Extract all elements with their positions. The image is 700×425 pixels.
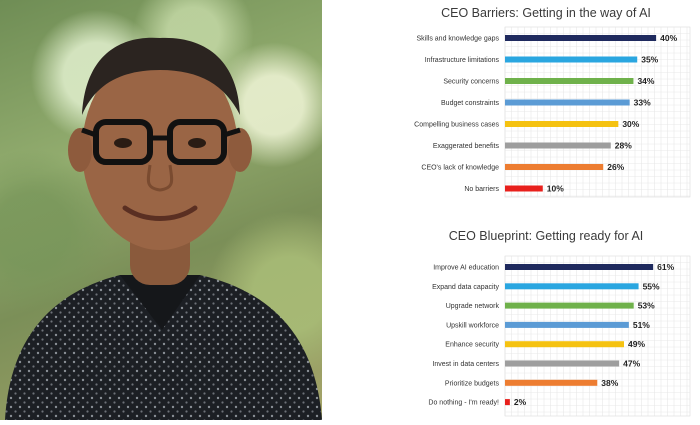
category-label: Prioritize budgets [445,380,500,387]
data-label: 10% [547,184,564,194]
data-label: 38% [601,378,618,388]
category-label: Budget constraints [441,100,499,107]
category-label: Exaggerated benefits [433,143,500,150]
plot-frame [504,255,691,417]
category-label: Upgrade network [446,303,500,310]
bar [505,164,604,170]
category-label: CEO's lack of knowledge [421,165,499,172]
data-label: 51% [633,320,650,330]
bar [505,283,639,290]
category-label: Compelling business cases [414,122,499,129]
bar [505,399,510,406]
bar [505,321,629,328]
data-label: 49% [628,339,645,349]
category-label: Infrastructure limitations [425,57,500,64]
charts-panel: CEO Barriers: Getting in the way of AI S… [322,0,700,420]
category-label: Do nothing - I'm ready! [428,400,499,407]
data-label: 28% [615,141,632,151]
chart-title-barriers: CEO Barriers: Getting in the way of AI [441,6,651,20]
data-label: 35% [641,55,658,65]
data-label: 33% [634,98,651,108]
data-label: 34% [637,76,654,86]
bar [505,264,654,270]
data-label: 47% [623,359,640,369]
bar [505,302,634,309]
data-label: 2% [514,397,527,407]
category-label: No barriers [464,186,499,193]
bar [505,99,630,106]
bar [505,35,657,41]
bar [505,341,624,348]
portrait-photo [0,0,322,420]
bar-charts: CEO Barriers: Getting in the way of AI S… [414,6,691,417]
data-label: 30% [622,119,639,129]
bar [505,142,611,149]
category-label: Skills and knowledge gaps [417,36,500,43]
data-label: 40% [660,33,677,43]
data-label: 55% [643,281,660,291]
grid [504,255,691,417]
category-label: Security concerns [443,79,499,86]
plot-frame [504,26,691,198]
grid [504,26,691,198]
category-label: Upskill workforce [446,322,499,329]
bar [505,56,638,63]
category-label: Improve AI education [433,265,499,272]
bar [505,78,634,84]
bar [505,121,619,127]
blueprint-chart: CEO Blueprint: Getting ready for AI Impr… [428,229,691,417]
category-label: Enhance security [445,342,499,349]
data-label: 26% [607,162,624,172]
category-label: Invest in data centers [432,361,499,368]
bar [505,185,543,192]
chart-title-blueprint: CEO Blueprint: Getting ready for AI [449,229,644,243]
portrait-illustration [5,37,322,420]
bar [505,379,598,386]
data-label: 61% [657,262,674,272]
data-label: 53% [638,301,655,311]
bar [505,360,620,367]
barriers-chart: CEO Barriers: Getting in the way of AI S… [414,6,691,198]
category-label: Expand data capacity [432,284,499,291]
